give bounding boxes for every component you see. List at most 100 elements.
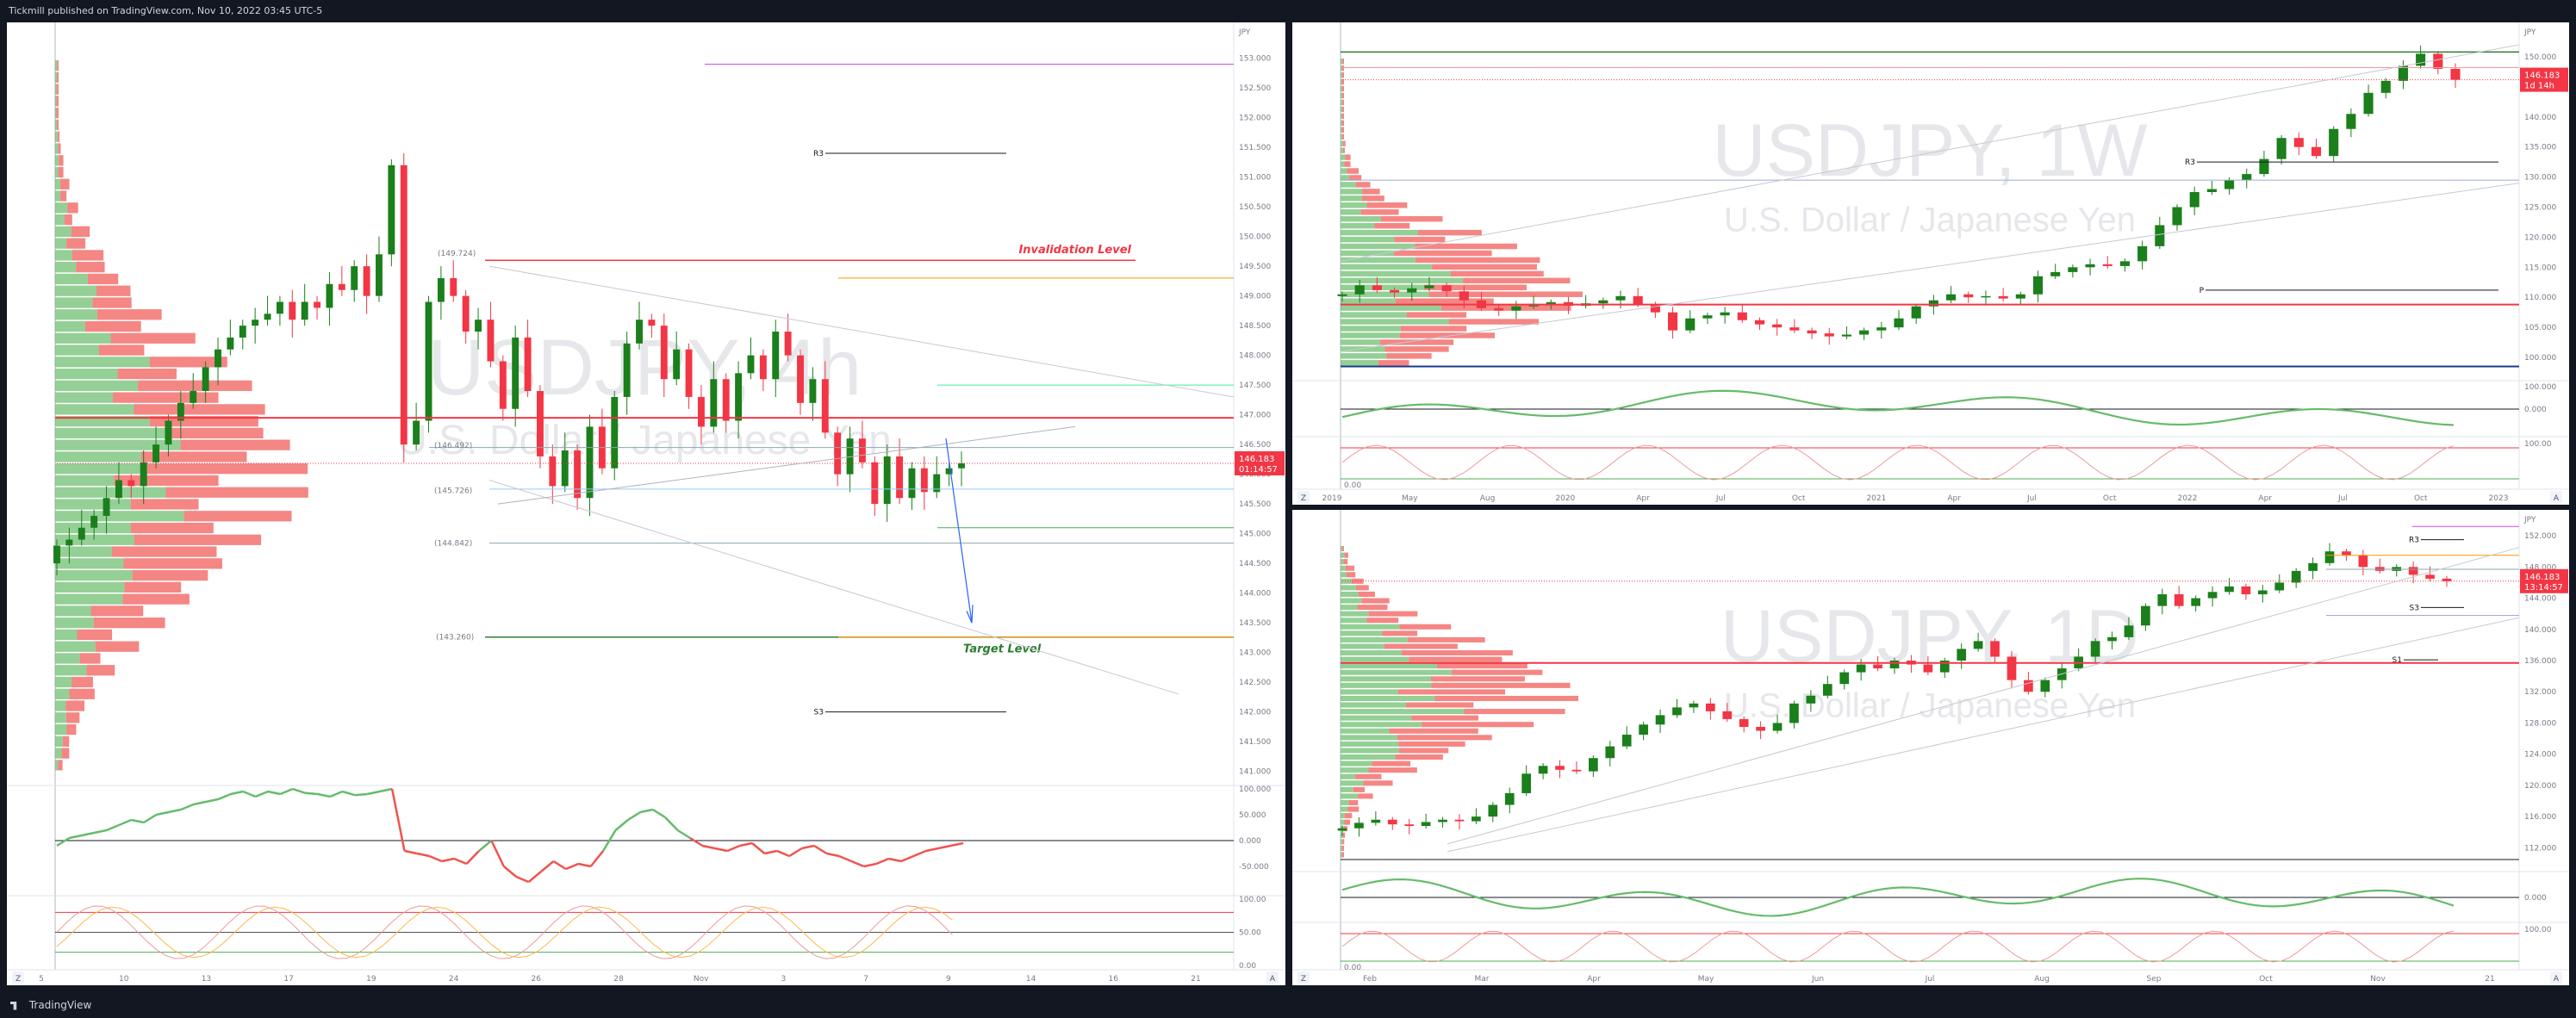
osc1-tick-label: 50.000	[1239, 811, 1266, 820]
projection-arrow	[945, 438, 973, 624]
candle-body	[2137, 245, 2148, 262]
candle-body	[871, 462, 879, 505]
volume-profile-down-bar	[1450, 270, 1544, 277]
chart-1d-svg[interactable]: JPY 152.000 148.000 144.000 140.000 136.000 13…	[1292, 510, 2569, 985]
candle-body	[958, 463, 965, 469]
candle-body	[2358, 555, 2368, 568]
volume-profile-up-bar	[1341, 722, 1422, 728]
volume-profile-up-bar	[1341, 591, 1360, 597]
candle-body	[1702, 315, 1713, 319]
candle-body	[2141, 605, 2150, 626]
candle-body	[1824, 333, 1834, 337]
candle-body	[896, 456, 904, 499]
candle-body	[1739, 718, 1749, 727]
candle-body	[524, 337, 532, 392]
volume-profile-down-bar	[1405, 702, 1474, 708]
volume-profile-down-bar	[92, 297, 132, 308]
volume-profile-up-bar	[1341, 663, 1437, 669]
volume-profile-down-bar	[114, 475, 219, 487]
osc1-line-segment	[925, 847, 939, 853]
volume-profile-down-bar	[1348, 799, 1359, 805]
volume-profile-down-bar	[72, 250, 104, 261]
candle-body	[1354, 285, 1365, 295]
brand-name: TradingView	[28, 999, 92, 1011]
candle-body	[2433, 53, 2443, 69]
volume-profile-up-bar	[1341, 147, 1343, 153]
price-tick-label: 152.000	[1239, 115, 1271, 123]
candle-body	[388, 164, 395, 255]
price-tick-label: 142.000	[1239, 709, 1271, 717]
volume-profile-up-bar	[1341, 728, 1390, 734]
volume-profile-up-bar	[55, 736, 63, 747]
volume-profile-down-bar	[1384, 346, 1449, 352]
candle-body	[1668, 312, 1678, 331]
volume-profile-down-bar	[1430, 676, 1525, 682]
volume-profile-down-bar	[1346, 572, 1356, 578]
chart-4h-svg[interactable]: JPY 153.000 152.500 152.000 151.500 151.000 15…	[7, 22, 1285, 985]
candle-body	[1672, 707, 1682, 716]
osc1-line-segment	[912, 849, 927, 858]
volume-profile-up-bar	[55, 309, 97, 320]
candle-body	[1421, 822, 1431, 827]
price-tick-label: 149.500	[1239, 263, 1271, 271]
chart-panel-1w[interactable]: JPY150.000145.000140.000135.000130.00012…	[1292, 22, 2569, 505]
volume-profile-down-bar	[1368, 767, 1417, 773]
volume-profile-down-bar	[132, 569, 208, 581]
osc1-line-segment	[764, 849, 778, 855]
candle-body	[1772, 723, 1783, 731]
candle-body	[1911, 306, 1921, 319]
volume-profile-down-bar	[66, 723, 77, 736]
volume-profile-down-bar	[1341, 852, 1344, 858]
candle-body	[1807, 330, 1817, 334]
volume-profile-up-bar	[1341, 799, 1349, 805]
candle-body	[2102, 264, 2112, 266]
volume-profile-down-bar	[184, 511, 292, 522]
volume-profile-down-bar	[1344, 819, 1350, 825]
candle-body	[1946, 294, 1957, 301]
chart-1w-svg[interactable]: JPY150.000145.000140.000135.000130.00012…	[1292, 22, 2569, 505]
volume-profile-up-bar	[55, 558, 124, 569]
volume-profile-down-bar	[113, 392, 219, 403]
osc1-line-segment	[850, 860, 865, 868]
weekly-r3-label: R3	[2185, 158, 2195, 167]
projection-arrow-head	[966, 605, 974, 624]
osc1-line-segment	[267, 790, 281, 796]
volume-profile-up-bar	[55, 214, 65, 226]
candle-body	[351, 266, 358, 290]
chart-panel-4h[interactable]: JPY 153.000 152.500 152.000 151.500 151.000 15…	[7, 22, 1285, 985]
candle-body	[2324, 551, 2335, 563]
volume-profile-up-bar	[55, 581, 125, 593]
candle-body	[2124, 625, 2134, 637]
candle-body	[574, 450, 582, 499]
volume-profile-down-bar	[57, 131, 60, 142]
osc1-line-segment	[217, 792, 232, 801]
candle-body	[1605, 746, 1615, 759]
candle-body	[276, 301, 283, 314]
volume-profile-up-bar	[1341, 140, 1344, 146]
volume-profile-down-bar	[1399, 624, 1452, 630]
volume-profile-down-bar	[86, 665, 115, 676]
price-tick-label: 141.000	[1239, 768, 1271, 777]
osc1-line-segment	[714, 847, 728, 853]
daily-osc-line	[1341, 878, 2455, 917]
volume-profile-down-bar	[1345, 154, 1351, 160]
osc1-line-segment	[739, 841, 753, 847]
time-tick-label: 14	[1026, 975, 1036, 984]
volume-profile-down-bar	[58, 760, 63, 771]
volume-profile-up-bar	[1341, 59, 1343, 65]
volume-profile-up-bar	[55, 332, 111, 344]
price-tick-label: 125.000	[2524, 203, 2556, 212]
volume-profile-up-bar	[55, 534, 134, 545]
volume-profile-down-bar	[1400, 326, 1467, 332]
candle-body	[202, 367, 209, 392]
volume-profile-down-bar	[1394, 236, 1446, 243]
volume-profile-up-bar	[55, 499, 131, 510]
price-tick-label: 148.000	[1239, 352, 1271, 361]
osc2-tick-label: 50.00	[1239, 929, 1261, 938]
daily-s1-label: S1	[2392, 656, 2402, 665]
volume-profile-down-bar	[71, 226, 90, 237]
volume-profile-up-bar	[1341, 552, 1345, 558]
volume-profile-down-bar	[67, 202, 78, 214]
volume-profile-up-bar	[1341, 760, 1372, 767]
chart-panel-1d[interactable]: JPY 152.000 148.000 144.000 140.000 136.000 13…	[1292, 510, 2569, 985]
